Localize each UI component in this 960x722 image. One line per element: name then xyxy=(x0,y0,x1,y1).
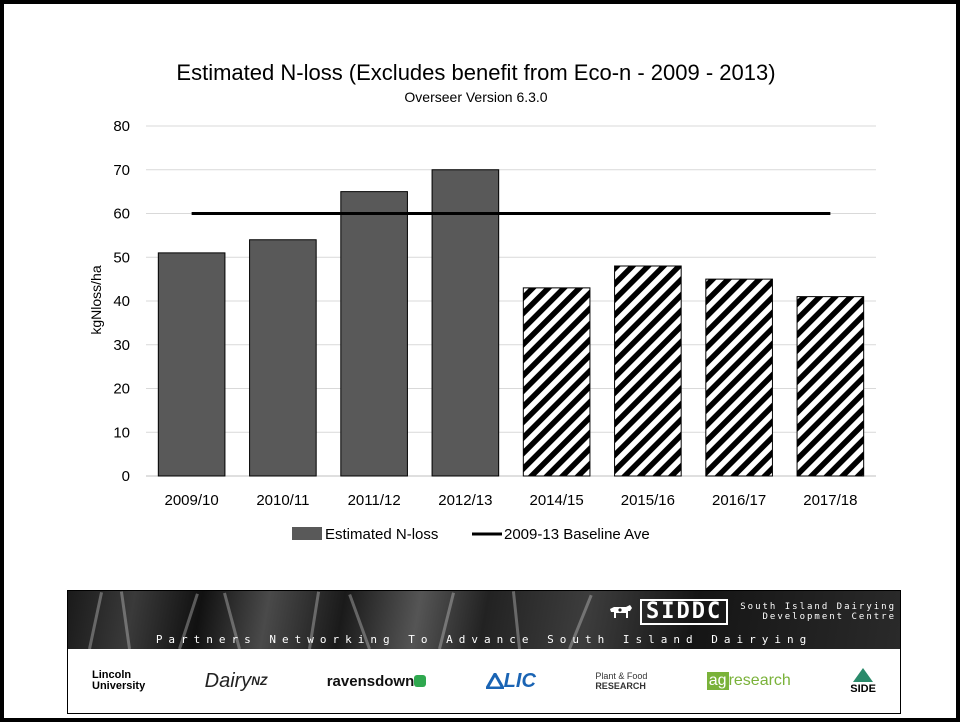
chart-subtitle: Overseer Version 6.3.0 xyxy=(404,89,547,105)
x-tick-label: 2015/16 xyxy=(621,492,675,509)
lincoln-university-logo: Lincoln University xyxy=(92,670,145,692)
x-tick-label: 2009/10 xyxy=(165,492,219,509)
bar-2011-12 xyxy=(340,191,408,477)
chart-title: Estimated N-loss (Excludes benefit from … xyxy=(176,60,775,85)
y-tick-label: 20 xyxy=(113,381,130,398)
y-tick-label: 50 xyxy=(113,249,130,266)
legend-label-baseline: 2009-13 Baseline Ave xyxy=(504,526,650,543)
bar-2014-15 xyxy=(522,287,591,477)
agresearch-b: research xyxy=(728,672,791,689)
agresearch-a: ag xyxy=(706,672,729,690)
bar-2010-11 xyxy=(249,239,317,477)
side-logo: SIDE xyxy=(850,667,876,695)
x-tick-label: 2012/13 xyxy=(438,492,492,509)
x-tick-label: 2011/12 xyxy=(348,492,401,509)
siddc-full-name: South Island Dairying Development Centre xyxy=(740,602,896,622)
leaf-icon xyxy=(414,675,427,687)
x-tick-labels: 2009/10 2010/11 2011/12 2012/13 2014/15 2015/… xyxy=(165,492,858,509)
bar-2017-18 xyxy=(796,296,865,477)
pfr-line1: Plant & Food xyxy=(595,671,648,681)
lic-logo: LIC xyxy=(485,669,536,693)
bar-2012-13 xyxy=(431,169,500,477)
mountain-icon xyxy=(853,668,874,682)
ravensdown-text: ravensdown xyxy=(326,672,415,690)
siddc-full-line2: Development Centre xyxy=(762,612,897,622)
cow-icon xyxy=(610,605,632,618)
banner-tagline: Partners Networking To Advance South Isl… xyxy=(155,633,813,646)
lincoln-line2: University xyxy=(92,680,146,692)
siddc-name: SIDDC xyxy=(640,599,729,625)
bar-2016-17 xyxy=(705,278,773,477)
legend-swatch-estimated-n-loss xyxy=(292,527,322,540)
x-tick-label: 2010/11 xyxy=(256,492,309,509)
lic-text: LIC xyxy=(503,669,536,692)
y-tick-label: 40 xyxy=(113,293,130,310)
siddc-logo: SIDDC South Island Dairying Development … xyxy=(608,599,896,625)
bars xyxy=(157,169,865,477)
dairynz-b: NZ xyxy=(251,674,268,688)
legend-label-estimated-n-loss: Estimated N-loss xyxy=(325,526,438,543)
chart: Estimated N-loss (Excludes benefit from … xyxy=(88,60,876,543)
lincoln-line1: Lincoln xyxy=(92,669,132,681)
x-tick-label: 2017/18 xyxy=(803,492,857,509)
legend: Estimated N-loss 2009-13 Baseline Ave xyxy=(292,526,650,543)
side-text: SIDE xyxy=(850,683,876,695)
agresearch-logo: ag research xyxy=(706,672,791,690)
banner-photo-strip: SIDDC South Island Dairying Development … xyxy=(68,591,900,649)
y-tick-label: 30 xyxy=(113,337,130,354)
dairynz-a: Dairy xyxy=(204,669,252,692)
plant-food-research-logo: Plant & Food RESEARCH xyxy=(595,671,647,691)
y-tick-label: 60 xyxy=(113,206,130,223)
y-tick-label: 80 xyxy=(113,118,130,135)
ravensdown-logo: ravensdown xyxy=(327,673,427,690)
pfr-line2: RESEARCH xyxy=(595,681,646,691)
partners-banner: SIDDC South Island Dairying Development … xyxy=(67,590,901,714)
bar-2009-10 xyxy=(157,252,226,477)
y-axis-label: kgNloss/ha xyxy=(88,265,104,334)
x-tick-label: 2016/17 xyxy=(712,492,766,509)
y-tick-label: 10 xyxy=(113,424,130,441)
slide: Estimated N-loss (Excludes benefit from … xyxy=(4,4,956,718)
y-tick-label: 0 xyxy=(122,468,130,485)
bar-2015-16 xyxy=(614,265,682,477)
siddc-full-line1: South Island Dairying xyxy=(740,602,897,612)
dairynz-logo: Dairy NZ xyxy=(205,670,268,693)
lic-triangle-icon xyxy=(485,673,504,689)
y-tick-label: 70 xyxy=(113,162,130,179)
x-tick-label: 2014/15 xyxy=(530,492,584,509)
y-tick-labels: 0 10 20 30 40 50 60 70 80 xyxy=(113,118,130,485)
partner-logos: Lincoln University Dairy NZ ravensdown LI… xyxy=(68,651,900,711)
